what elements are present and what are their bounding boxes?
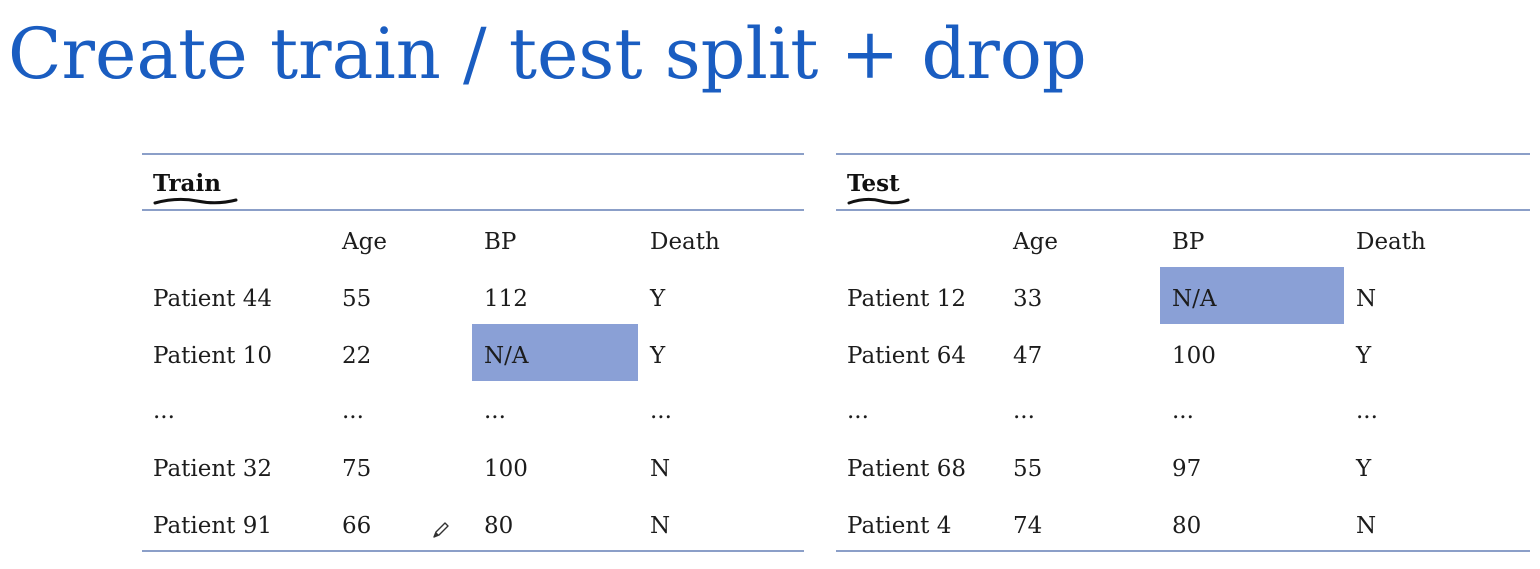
table-cell: Y bbox=[650, 286, 666, 312]
table-top-rule bbox=[142, 153, 804, 155]
table-cell: ... bbox=[153, 398, 175, 424]
missing-value-highlight bbox=[1160, 267, 1344, 324]
table-cell: 55 bbox=[1013, 456, 1043, 482]
table-cell: N bbox=[650, 513, 671, 539]
table-cell: N/A bbox=[484, 343, 529, 369]
table-cell: 33 bbox=[1013, 286, 1043, 312]
table-cell: Y bbox=[1356, 343, 1372, 369]
table-cell: ... bbox=[847, 398, 869, 424]
column-header-bp: BP bbox=[484, 229, 517, 255]
table-cell: ... bbox=[650, 398, 672, 424]
column-header-age: Age bbox=[1013, 229, 1058, 255]
table-cell: Patient 10 bbox=[153, 343, 272, 369]
table-cell: N bbox=[1356, 286, 1377, 312]
table-caption-train: Train bbox=[153, 170, 221, 197]
column-header-bp: BP bbox=[1172, 229, 1205, 255]
table-cell: 100 bbox=[1172, 343, 1216, 369]
table-cell: Patient 12 bbox=[847, 286, 966, 312]
table-cell: Y bbox=[650, 343, 666, 369]
table-top-rule bbox=[836, 153, 1530, 155]
handwritten-underline-icon bbox=[153, 197, 238, 205]
table-cell: N bbox=[1356, 513, 1377, 539]
table-cell: 100 bbox=[484, 456, 528, 482]
table-cell: N/A bbox=[1172, 286, 1217, 312]
pencil-icon bbox=[433, 522, 449, 538]
table-cell: Patient 64 bbox=[847, 343, 966, 369]
table-cell: Y bbox=[1356, 456, 1372, 482]
table-cell: 74 bbox=[1013, 513, 1043, 539]
column-header-age: Age bbox=[342, 229, 387, 255]
table-cell: ... bbox=[342, 398, 364, 424]
table-cell: 47 bbox=[1013, 343, 1043, 369]
table-cell: 80 bbox=[484, 513, 514, 539]
table-cell: ... bbox=[1013, 398, 1035, 424]
column-header-death: Death bbox=[650, 229, 720, 255]
table-bottom-rule bbox=[836, 550, 1530, 552]
column-header-death: Death bbox=[1356, 229, 1426, 255]
table-bottom-rule bbox=[142, 550, 804, 552]
handwritten-underline-icon bbox=[847, 197, 910, 205]
table-header-rule bbox=[836, 209, 1530, 211]
table-header-rule bbox=[142, 209, 804, 211]
table-cell: ... bbox=[1172, 398, 1194, 424]
table-cell: Patient 44 bbox=[153, 286, 272, 312]
table-cell: Patient 4 bbox=[847, 513, 952, 539]
table-cell: 97 bbox=[1172, 456, 1202, 482]
table-cell: 112 bbox=[484, 286, 528, 312]
table-cell: 75 bbox=[342, 456, 372, 482]
table-cell: 80 bbox=[1172, 513, 1202, 539]
table-caption-test: Test bbox=[847, 170, 900, 197]
table-cell: Patient 68 bbox=[847, 456, 966, 482]
table-cell: 55 bbox=[342, 286, 372, 312]
table-cell: Patient 32 bbox=[153, 456, 272, 482]
table-cell: 22 bbox=[342, 343, 372, 369]
slide-title: Create train / test split + drop bbox=[8, 13, 1087, 95]
missing-value-highlight bbox=[472, 324, 638, 381]
table-cell: ... bbox=[484, 398, 506, 424]
table-cell: ... bbox=[1356, 398, 1378, 424]
table-cell: N bbox=[650, 456, 671, 482]
table-cell: Patient 91 bbox=[153, 513, 272, 539]
table-cell: 66 bbox=[342, 513, 372, 539]
